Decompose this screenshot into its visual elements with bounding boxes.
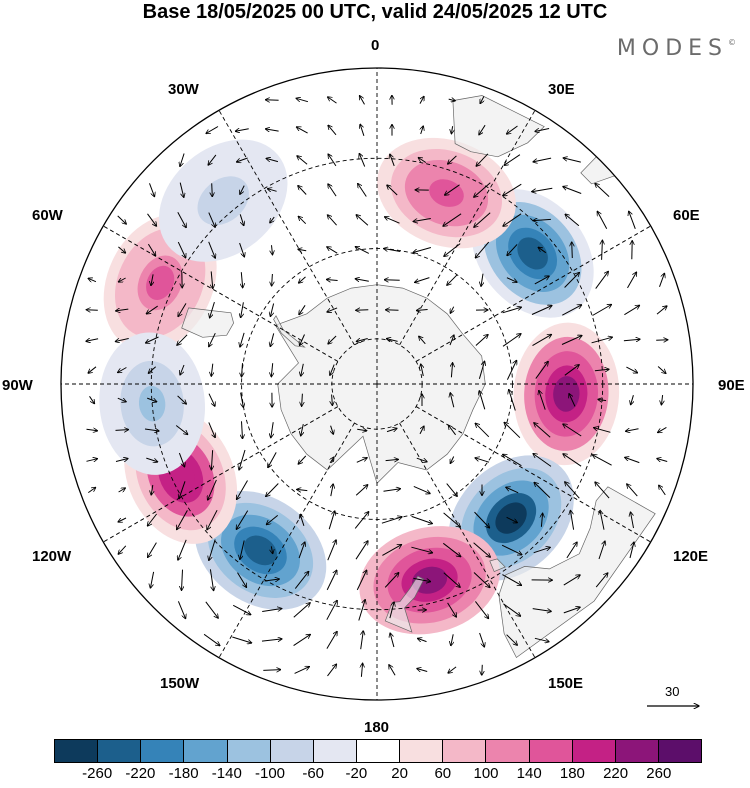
- colorbar-tick-label: 20: [391, 766, 408, 782]
- colorbar-tick-label: -220: [125, 766, 155, 782]
- lon-label-150e: 150E: [548, 676, 583, 692]
- colorbar-tick-label: -20: [346, 766, 368, 782]
- lon-label-30w: 30W: [168, 82, 199, 98]
- reference-vector-label: 30: [665, 684, 679, 699]
- colorbar-segment: [530, 740, 573, 762]
- colorbar-segment: [486, 740, 529, 762]
- colorbar-tick-label: 220: [603, 766, 628, 782]
- colorbar-tick-label: -260: [82, 766, 112, 782]
- wind-vector-arrow: [86, 310, 98, 311]
- colorbar-segment: [659, 740, 701, 762]
- lon-label-30e: 30E: [548, 82, 575, 98]
- colorbar-tick-label: -140: [212, 766, 242, 782]
- colorbar-segment: [184, 740, 227, 762]
- wind-vector-arrow: [356, 310, 369, 311]
- colorbar-tick-label: -60: [302, 766, 324, 782]
- lon-label-150w: 150W: [160, 676, 199, 692]
- wind-vector-arrow: [572, 242, 573, 258]
- colorbar-segment: [141, 740, 184, 762]
- lon-label-90w: 90W: [2, 378, 33, 394]
- colorbar-labels: -260 -220 -180 -140 -100 -60 -20 20 60 100 140 180 2…: [0, 766, 750, 783]
- colorbar: [54, 739, 702, 763]
- colorbar-segment: [357, 740, 400, 762]
- colorbar-tick-label: 60: [434, 766, 451, 782]
- lon-label-120e: 120E: [673, 549, 708, 565]
- wind-vector-arrow: [212, 183, 213, 196]
- colorbar-segment: [616, 740, 659, 762]
- colorbar-tick-label: -100: [255, 766, 285, 782]
- colorbar-segment: [573, 740, 616, 762]
- colorbar-segment: [400, 740, 443, 762]
- colorbar-tick-label: 100: [473, 766, 498, 782]
- wind-vector-arrow: [384, 280, 399, 281]
- lon-label-60e: 60E: [673, 208, 700, 224]
- lon-label-120w: 120W: [32, 549, 71, 565]
- lon-label-180: 180: [364, 720, 389, 736]
- colorbar-tick-label: 180: [560, 766, 585, 782]
- colorbar-segment: [55, 740, 98, 762]
- colorbar-segment: [228, 740, 271, 762]
- colorbar-tick-label: -180: [169, 766, 199, 782]
- wind-vector-arrow: [482, 665, 483, 675]
- colorbar-segment: [314, 740, 357, 762]
- colorbar-segment: [98, 740, 141, 762]
- colorbar-segment: [271, 740, 314, 762]
- lon-label-90e: 90E: [718, 378, 745, 394]
- colorbar-tick-label: 140: [517, 766, 542, 782]
- colorbar-tick-label: 260: [646, 766, 671, 782]
- colorbar-segment: [443, 740, 486, 762]
- lon-label-60w: 60W: [32, 208, 63, 224]
- lon-label-0: 0: [371, 38, 379, 54]
